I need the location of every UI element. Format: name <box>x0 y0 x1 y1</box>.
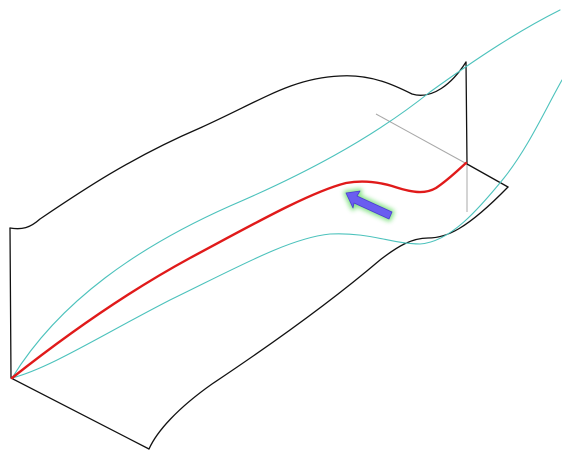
arrow-pointer-icon <box>343 188 395 222</box>
lower-guide-curve <box>11 79 562 379</box>
highlighted-spine-curve[interactable] <box>10 161 468 380</box>
right-bottom-edge <box>466 163 509 188</box>
guide-curves <box>11 9 562 379</box>
left-edge <box>9 227 12 379</box>
front-profile-curve <box>148 186 509 450</box>
back-right-edge <box>465 61 468 165</box>
construction-line-top <box>375 113 468 165</box>
construction-lines <box>375 113 468 212</box>
upper-guide-curve <box>11 9 561 379</box>
bottom-left-edge <box>10 377 150 450</box>
back-profile-curve <box>9 61 467 230</box>
surface-boundary <box>9 61 509 450</box>
